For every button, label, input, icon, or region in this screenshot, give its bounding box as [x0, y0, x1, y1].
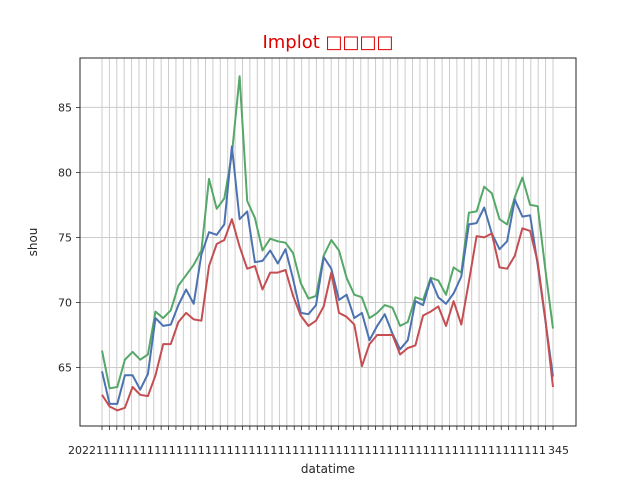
x-axis-label: datatime — [301, 462, 355, 476]
y-gridlines — [80, 106, 576, 368]
series-line-3 — [101, 218, 554, 412]
series-lines — [101, 75, 554, 412]
y-tick-label: 70 — [58, 296, 72, 309]
x-tick-label-end: 345 — [548, 444, 569, 457]
x-axis-ticks: 2022 111111111111111111111111111111111111… — [68, 426, 569, 457]
series-line-1 — [101, 75, 554, 390]
y-tick-label: 85 — [58, 101, 72, 114]
x-tick-labels-overlap: 1111111111111111111111111111111111111111… — [96, 444, 546, 457]
chart-title: Implot □□□□ — [262, 32, 393, 53]
plot-frame — [79, 57, 577, 427]
y-axis-label: shou — [26, 228, 40, 257]
y-tick-label: 65 — [58, 361, 72, 374]
series-line-2 — [101, 145, 554, 405]
y-tick-label: 80 — [58, 166, 72, 179]
y-axis-ticks: 65 70 75 80 85 — [58, 101, 80, 374]
y-tick-label: 75 — [58, 231, 72, 244]
x-tick-label-start: 2022 — [68, 444, 96, 457]
